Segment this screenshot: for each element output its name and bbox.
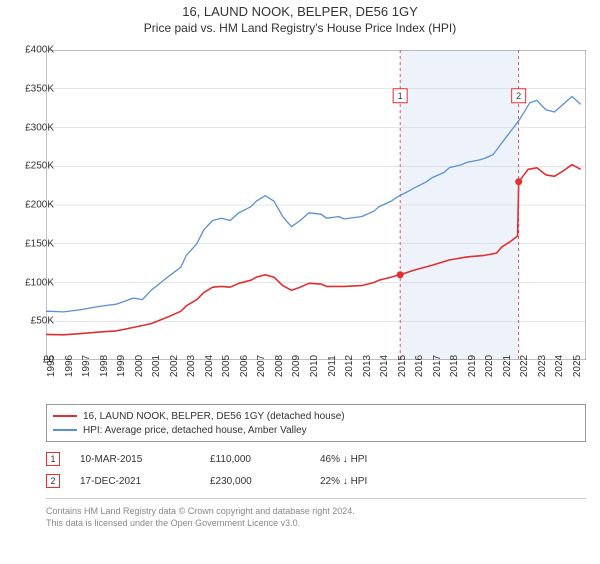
- y-tick-label: £200K: [10, 200, 54, 211]
- legend-item: HPI: Average price, detached house, Ambe…: [53, 423, 579, 437]
- sale-date: 17-DEC-2021: [80, 476, 210, 487]
- y-tick-label: £350K: [10, 83, 54, 94]
- x-tick-label: 1999: [116, 355, 127, 377]
- sales-table: 1 10-MAR-2015 £110,000 46% ↓ HPI 2 17-DE…: [46, 448, 586, 492]
- chart-svg: 12: [46, 50, 586, 360]
- x-tick-label: 2022: [519, 355, 530, 377]
- footer-line: Contains HM Land Registry data © Crown c…: [46, 505, 586, 517]
- x-tick-label: 2021: [502, 355, 513, 377]
- page-title: 16, LAUND NOOK, BELPER, DE56 1GY: [0, 4, 600, 19]
- x-tick-label: 1995: [46, 355, 57, 377]
- x-tick-label: 2013: [362, 355, 373, 377]
- x-tick-label: 1997: [81, 355, 92, 377]
- x-tick-label: 2020: [484, 355, 495, 377]
- sale-price: £230,000: [210, 476, 320, 487]
- sale-delta: 46% ↓ HPI: [320, 454, 430, 465]
- x-tick-label: 2009: [291, 355, 302, 377]
- x-tick-label: 2007: [256, 355, 267, 377]
- x-tick-label: 2023: [537, 355, 548, 377]
- x-tick-label: 2011: [327, 355, 338, 377]
- x-tick-label: 2018: [449, 355, 460, 377]
- sale-date: 10-MAR-2015: [80, 454, 210, 465]
- sale-marker-icon: 1: [46, 452, 60, 466]
- x-tick-label: 2005: [221, 355, 232, 377]
- x-tick-label: 2024: [554, 355, 565, 377]
- footer-line: This data is licensed under the Open Gov…: [46, 517, 586, 529]
- sale-delta: 22% ↓ HPI: [320, 476, 430, 487]
- legend-swatch: [53, 415, 77, 417]
- y-tick-label: £150K: [10, 238, 54, 249]
- legend-item: 16, LAUND NOOK, BELPER, DE56 1GY (detach…: [53, 409, 579, 423]
- x-tick-label: 2001: [151, 355, 162, 377]
- y-tick-label: £250K: [10, 161, 54, 172]
- y-tick-label: £100K: [10, 277, 54, 288]
- x-tick-label: 2006: [239, 355, 250, 377]
- legend-swatch: [53, 429, 77, 431]
- legend-label: HPI: Average price, detached house, Ambe…: [83, 425, 307, 436]
- x-tick-label: 1998: [99, 355, 110, 377]
- x-tick-label: 2002: [169, 355, 180, 377]
- x-tick-label: 2019: [467, 355, 478, 377]
- table-row: 2 17-DEC-2021 £230,000 22% ↓ HPI: [46, 470, 586, 492]
- x-tick-label: 2017: [432, 355, 443, 377]
- x-tick-label: 2012: [344, 355, 355, 377]
- sale-price: £110,000: [210, 454, 320, 465]
- y-tick-label: £300K: [10, 122, 54, 133]
- x-tick-label: 2000: [134, 355, 145, 377]
- x-tick-label: 1996: [64, 355, 75, 377]
- svg-text:2: 2: [516, 91, 521, 101]
- legend: 16, LAUND NOOK, BELPER, DE56 1GY (detach…: [46, 404, 586, 442]
- x-tick-label: 2014: [379, 355, 390, 377]
- sale-marker-icon: 2: [46, 474, 60, 488]
- x-tick-label: 2008: [274, 355, 285, 377]
- svg-text:1: 1: [398, 91, 403, 101]
- x-tick-label: 2015: [397, 355, 408, 377]
- y-tick-label: £50K: [10, 316, 54, 327]
- x-tick-label: 2010: [309, 355, 320, 377]
- page-subtitle: Price paid vs. HM Land Registry's House …: [0, 21, 600, 35]
- price-chart: 12: [46, 50, 586, 360]
- legend-label: 16, LAUND NOOK, BELPER, DE56 1GY (detach…: [83, 411, 345, 422]
- y-tick-label: £400K: [10, 45, 54, 56]
- x-tick-label: 2025: [572, 355, 583, 377]
- table-row: 1 10-MAR-2015 £110,000 46% ↓ HPI: [46, 448, 586, 470]
- x-tick-label: 2003: [186, 355, 197, 377]
- x-tick-label: 2004: [204, 355, 215, 377]
- x-tick-label: 2016: [414, 355, 425, 377]
- footer-attribution: Contains HM Land Registry data © Crown c…: [46, 498, 586, 529]
